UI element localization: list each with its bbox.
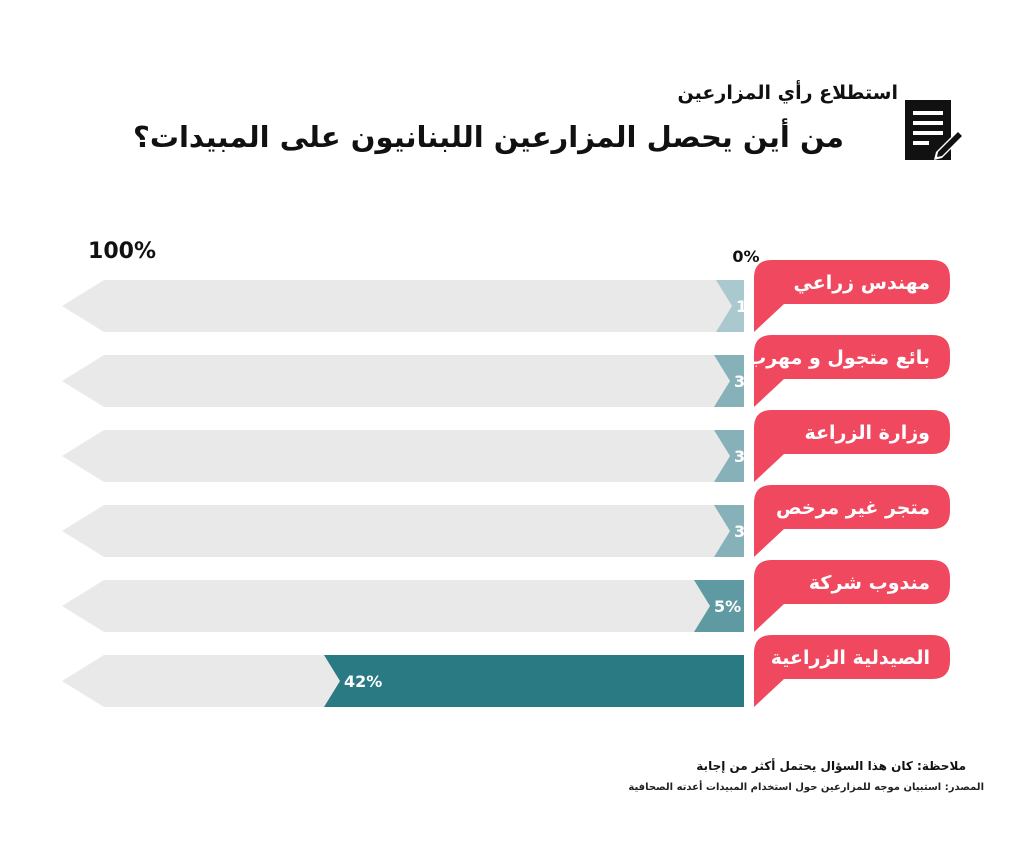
bar bbox=[714, 355, 744, 407]
footer: ملاحظة: كان هذا السؤال يحتمل أكثر من إجا… bbox=[0, 740, 1024, 844]
bar-value-label: 5% bbox=[714, 597, 741, 616]
bar-chart: 0% 100% 1% مهندس زراعي 3% بائع متجول و مهرب 3%… bbox=[0, 200, 1024, 740]
category-tag bbox=[754, 410, 950, 482]
axis-max-label: 100% bbox=[88, 239, 156, 264]
document-pen-icon bbox=[903, 100, 965, 162]
category-tag bbox=[754, 560, 950, 632]
category-label: متجر غير مرخص bbox=[776, 497, 930, 519]
bar-track bbox=[62, 580, 744, 632]
bar bbox=[714, 505, 744, 557]
chart-title: من أين يحصل المزارعين اللبنانيون على الم… bbox=[133, 120, 844, 154]
category-label: وزارة الزراعة bbox=[805, 422, 930, 444]
bar-track bbox=[62, 280, 744, 332]
category-tag bbox=[754, 485, 950, 557]
category-label: بائع متجول و مهرب bbox=[747, 347, 930, 369]
category-tag bbox=[754, 335, 950, 407]
chart-source: المصدر: استبيان موجه للمزارعين حول استخد… bbox=[628, 782, 984, 793]
axis-min-label: 0% bbox=[732, 247, 759, 266]
category-tag bbox=[754, 260, 950, 332]
chart-note: ملاحظة: كان هذا السؤال يحتمل أكثر من إجا… bbox=[696, 759, 966, 773]
category-label: الصيدلية الزراعية bbox=[771, 647, 930, 669]
bar-track bbox=[62, 430, 744, 482]
category-tag bbox=[754, 635, 950, 707]
category-label: مهندس زراعي bbox=[794, 272, 930, 294]
category-label: مندوب شركة bbox=[809, 572, 930, 594]
chart-subtitle: استطلاع رأي المزارعين bbox=[677, 82, 898, 104]
bar bbox=[324, 655, 744, 707]
bar bbox=[716, 280, 744, 332]
header: استطلاع رأي المزارعين من أين يحصل المزار… bbox=[0, 0, 1024, 200]
bar bbox=[694, 580, 744, 632]
bar-track bbox=[62, 505, 744, 557]
bar-track bbox=[62, 355, 744, 407]
bar-value-label: 42% bbox=[344, 672, 382, 691]
bar bbox=[714, 430, 744, 482]
